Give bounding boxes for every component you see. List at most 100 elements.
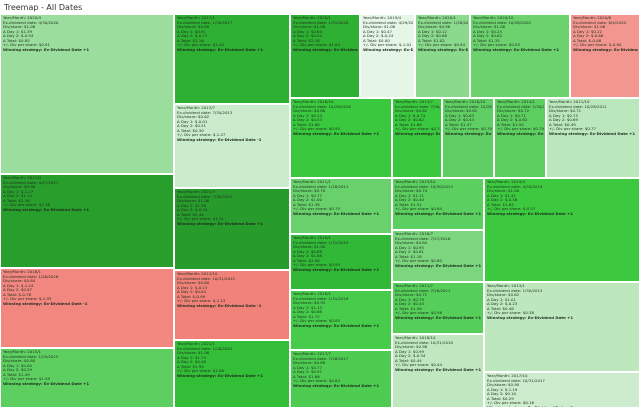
tile-year-month: Year/Month: 2017/7: [293, 352, 331, 356]
tile-year-month: Year/Month: 2020/1: [293, 16, 331, 20]
treemap-tile[interactable]: Year/Month: 2018/10 Ex-dividend date: 10/…: [392, 334, 484, 408]
tile-delta-day-1: Δ Day 1: $0.47: [363, 29, 392, 34]
tile-div-share: Div/share: $0.84: [395, 241, 428, 245]
tile-delta-day-1: Δ Day 1: $1.01: [487, 297, 516, 302]
treemap-tile[interactable]: Year/Month: 2011/10 Ex-dividend date: 10/…: [546, 98, 640, 178]
tile-ex-dividend-date: Ex-dividend date: 1/28/2011: [293, 184, 349, 189]
tile-div-share: Div/share: $0.74: [395, 189, 428, 193]
tile-year-month: Year/Month: 2016/10: [445, 100, 486, 104]
treemap-tile[interactable]: Year/Month: 2020/1 Ex-dividend date: 1/31…: [290, 14, 360, 98]
treemap-tile[interactable]: Year/Month: 2013/1 Ex-dividend date: 1/30…: [484, 282, 640, 372]
tile-div-per-share-diff: +/- Div per share: $1.40: [177, 43, 224, 47]
tile-year-month: Year/Month: 2019/1: [293, 236, 331, 240]
tile-ex-dividend-date: Ex-dividend date: 4/30/2020: [3, 20, 59, 25]
treemap-tile[interactable]: Year/Month: 2019/1 Ex-dividend date: 1/31…: [290, 234, 392, 290]
treemap-tile[interactable]: Year/Month: 2016/1 Ex-dividend date: 1/28…: [0, 268, 174, 348]
tile-delta-day-1: Δ Day 1: $-0.01: [177, 119, 208, 124]
tile-delta-total: Δ Total: $1.56: [395, 306, 422, 311]
tile-delta-total: Δ Total: $1.86: [395, 122, 422, 127]
tile-delta-day-2: Δ Day 2: $-0.54: [3, 34, 34, 38]
treemap-tile[interactable]: Year/Month: 2017/10 Ex-dividend date: 10/…: [484, 372, 640, 408]
treemap-tile[interactable]: Year/Month: 2011/7 Ex-dividend date: 7/28…: [392, 282, 484, 334]
tile-div-per-share-diff: +/- Div per share: $1.49: [3, 377, 50, 381]
tile-div-share: Div/share: $0.84: [3, 279, 36, 283]
treemap-tile[interactable]: Year/Month: 2011/1 Ex-dividend date: 1/28…: [290, 178, 392, 234]
treemap-tile[interactable]: Year/Month: 2021/1 Ex-dividend date: 1/28…: [174, 340, 290, 408]
treemap-tile[interactable]: Year/Month: 2015/1 Ex-dividend date: 1/29…: [0, 348, 174, 408]
tile-delta-day-2: Δ Day 2: $0.53: [293, 118, 322, 122]
treemap-tile[interactable]: Year/Month: 2017/7 Ex-dividend date: 7/28…: [290, 350, 392, 408]
tile-delta-total: Δ Total: $1.83: [487, 202, 514, 207]
tile-delta-day-2: Δ Day 2: $0.40: [395, 198, 424, 202]
tile-div-per-share-diff: +/- Div per share: $0.91: [3, 43, 50, 47]
treemap-tile[interactable]: Year/Month: 2020/4 Ex-dividend date: 4/30…: [0, 14, 174, 174]
treemap-tile[interactable]: Year/Month: 2016/10 Ex-dividend date: 10/…: [442, 98, 494, 178]
tile-delta-day-2: Δ Day 2: $0.61: [395, 250, 424, 254]
tile-delta-day-1: Δ Day 1: $0.91: [177, 29, 206, 34]
tile-div-per-share-diff: +/- Div per share: $0.94: [418, 43, 465, 47]
tile-delta-total: Δ Total: $1.47: [445, 122, 472, 127]
treemap-tile[interactable]: Year/Month: 2012/10 Ex-dividend date: 10/…: [174, 270, 290, 340]
tile-winning-strategy: Winning strategy: Ex-Dividend Date +1: [177, 221, 264, 226]
tile-delta-day-2: Δ Day 2: $-0.24: [177, 208, 208, 212]
treemap-tile[interactable]: Year/Month: 2017/1 Ex-dividend date: 1/30…: [174, 14, 290, 104]
treemap-tile[interactable]: Year/Month: 2013/7 Ex-dividend date: 7/30…: [174, 104, 290, 188]
tile-delta-total: Δ Total: $1.02: [418, 38, 445, 43]
tile-delta-total: Δ Total: $2.44: [177, 212, 204, 217]
tile-delta-day-2: Δ Day 2: $0.44: [445, 118, 474, 122]
treemap-tile[interactable]: Year/Month: 2018/1 Ex-dividend date: 1/31…: [290, 290, 392, 350]
treemap-tile[interactable]: Year/Month: 2020/10 Ex-dividend date: 10/…: [470, 14, 570, 98]
tile-delta-total: Δ Total: $0.46: [487, 306, 514, 311]
tile-div-per-share-diff: +/- Div per share: $-1.27: [177, 133, 226, 137]
tile-delta-day-1: Δ Day 1: $0.14: [293, 113, 322, 118]
tile-delta-day-2: Δ Day 2: $0.62: [473, 34, 502, 38]
treemap-tile[interactable]: Year/Month: 2018/10 Ex-dividend date: 10/…: [290, 98, 392, 178]
tile-delta-total: Δ Total: $1.86: [293, 122, 320, 127]
tile-year-month: Year/Month: 2019/4: [363, 16, 401, 20]
tile-div-share: Div/share: $0.72: [497, 109, 530, 113]
tile-delta-total: Δ Total: $2.16: [177, 38, 204, 43]
treemap-tile[interactable]: Year/Month: 2019/4 Ex-dividend date: 4/30…: [484, 178, 640, 282]
tile-year-month: Year/Month: 2018/10: [395, 336, 436, 340]
tile-delta-day-2: Δ Day 2: $-0.62: [497, 118, 528, 122]
treemap-tile[interactable]: Year/Month: 2017/4 Ex-dividend date: 4/27…: [0, 174, 174, 268]
tile-div-share: Div/share: $0.82: [445, 109, 478, 113]
tile-div-per-share-diff: +/- Div per share: $0.84: [293, 379, 340, 383]
treemap-tile[interactable]: Year/Month: 2016/7 Ex-dividend date: 7/27…: [392, 230, 484, 282]
tile-winning-strategy: Winning strategy: Ex-Dividend Date -1: [177, 137, 262, 142]
tile-year-month: Year/Month: 2017/10: [487, 374, 528, 378]
tile-delta-day-2: Δ Day 2: $0.97: [3, 288, 32, 292]
tile-div-share: Div/share: $0.62: [487, 293, 520, 297]
treemap-tile[interactable]: Year/Month: 2021/7 Ex-dividend date: 7/30…: [174, 188, 290, 270]
tile-year-month: Year/Month: 2013/10: [395, 180, 436, 184]
tile-year-month: Year/Month: 2020/10: [473, 16, 514, 20]
tile-div-share: Div/share: $1.00: [293, 245, 326, 249]
tile-div-share: Div/share: $0.88: [177, 25, 210, 29]
tile-delta-day-1: Δ Day 1: $1.11: [395, 193, 424, 198]
tile-div-per-share-diff: +/- Div per share: $0.77: [549, 127, 596, 131]
tile-winning-strategy: Winning strategy: Ex-Dividend Date -1: [573, 47, 638, 52]
tile-div-per-share-diff: +/- Div per share: $1.04: [293, 43, 340, 47]
tile-delta-total: Δ Total: $1.51: [395, 202, 422, 207]
treemap-tile[interactable]: Year/Month: 2019/4 Ex-dividend date: 4/29…: [360, 14, 415, 98]
tile-delta-day-1: Δ Day 1: $0.77: [293, 365, 322, 370]
tile-div-share: Div/share: $0.62: [395, 109, 428, 113]
tile-winning-strategy: Winning strategy: Ex-Dividend Date +1: [487, 211, 574, 216]
tile-div-share: Div/share: $1.06: [363, 25, 396, 29]
tile-year-month: Year/Month: 2020/6: [573, 16, 611, 20]
tile-delta-day-2: Δ Day 2: $0.31: [177, 124, 206, 128]
tile-div-share: Div/share: $1.06: [3, 25, 36, 29]
treemap-tile[interactable]: Year/Month: 2020/6 Ex-dividend date: 6/4/…: [570, 14, 640, 98]
tile-ex-dividend-date: Ex-dividend date: 1/31/2018: [293, 296, 349, 301]
tile-div-share: Div/share: $0.71: [395, 293, 428, 297]
tile-delta-total: Δ Total: $-0.08: [573, 38, 602, 43]
tile-delta-day-2: Δ Day 2: $1.14: [3, 194, 32, 198]
tile-div-per-share-diff: +/- Div per share: $-0.84: [573, 43, 622, 47]
tile-delta-day-1: Δ Day 1: $0.99: [395, 349, 424, 354]
tile-div-per-share-diff: +/- Div per share: $0.93: [293, 263, 340, 267]
treemap-tile[interactable]: Year/Month: 2014/1 Ex-dividend date: 1/30…: [494, 98, 546, 178]
treemap-tile[interactable]: Year/Month: 2013/7 Ex-dividend date: 7/30…: [392, 98, 442, 178]
tile-winning-strategy: Winning strategy: Ex-Dividend Date +1: [177, 47, 264, 52]
treemap-tile[interactable]: Year/Month: 2013/10 Ex-dividend date: 10/…: [392, 178, 484, 230]
treemap-tile[interactable]: Year/Month: 2020/1 Ex-dividend date: 1/28…: [415, 14, 470, 98]
